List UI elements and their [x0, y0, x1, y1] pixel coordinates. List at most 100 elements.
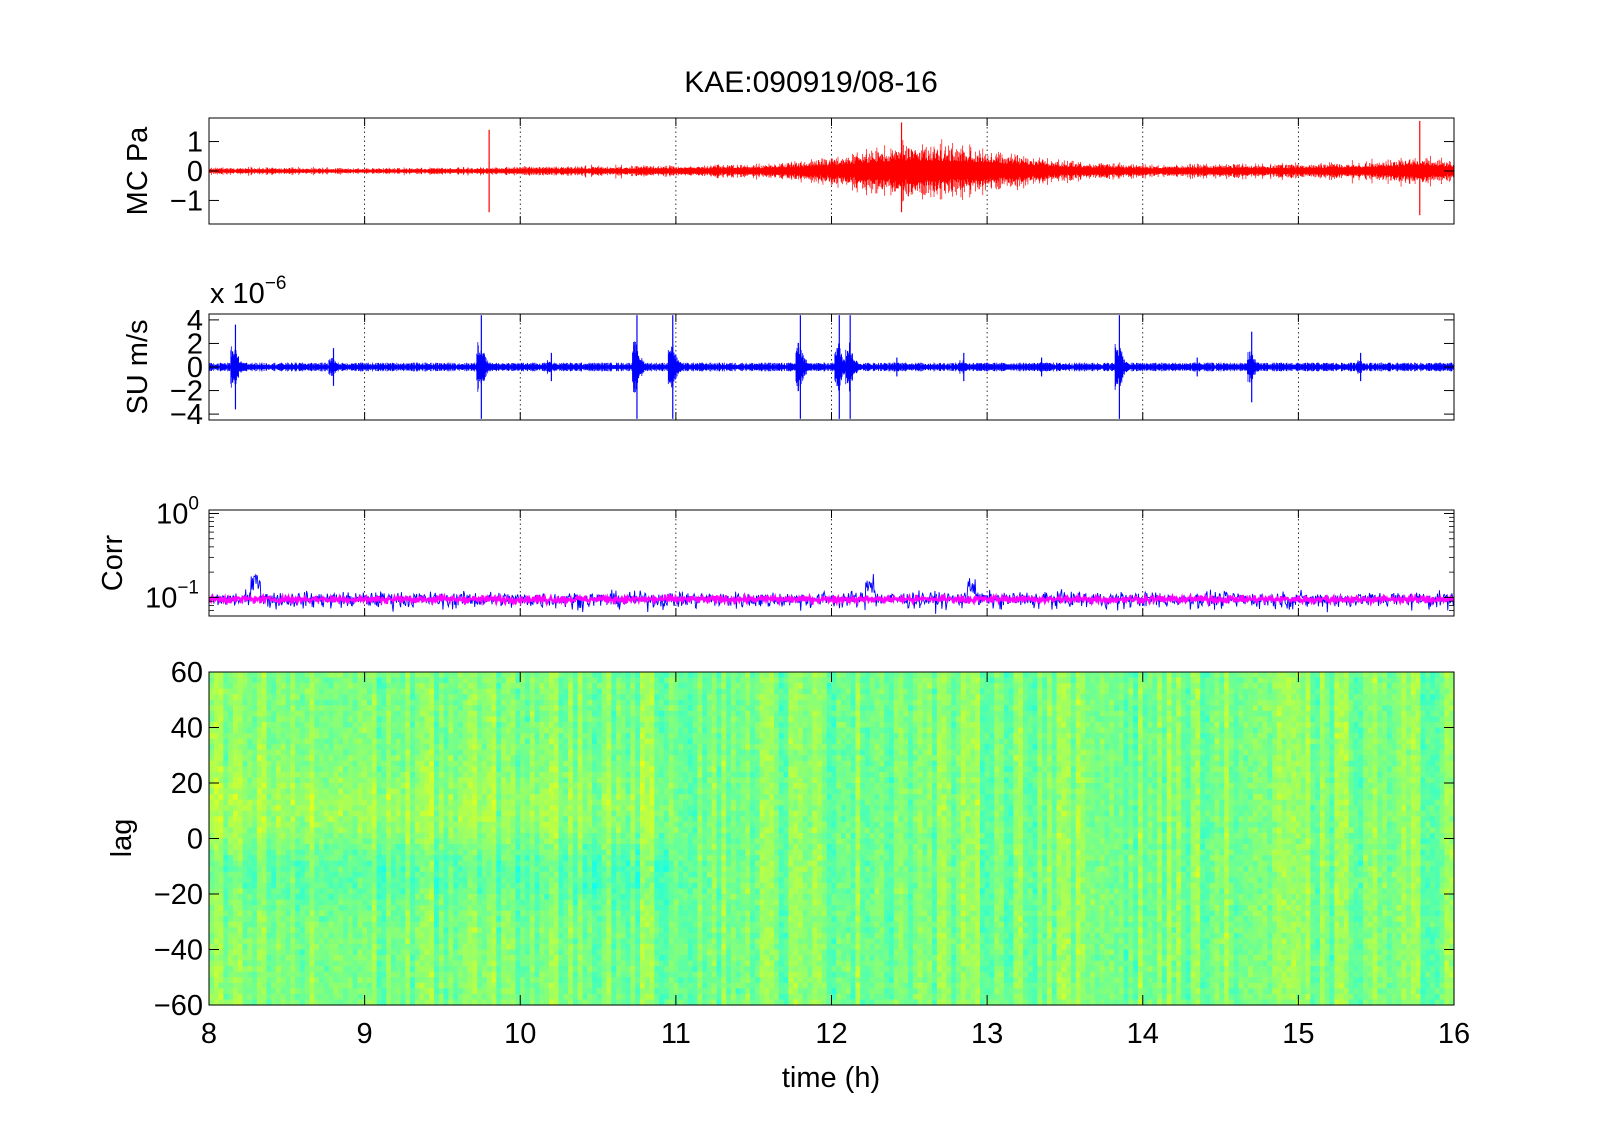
heatmap-cell	[362, 744, 368, 751]
heatmap-cell	[539, 816, 545, 823]
heatmap-cell	[529, 688, 536, 695]
heatmap-cell	[209, 705, 215, 712]
heatmap-cell	[295, 771, 301, 779]
heatmap-cell	[237, 960, 244, 967]
heatmap-cell	[496, 744, 502, 751]
heatmap-cell	[256, 832, 263, 840]
heatmap-cell	[558, 955, 564, 962]
heatmap-cell	[271, 982, 277, 989]
heatmap-cell	[558, 816, 564, 823]
heatmap-cell	[209, 810, 215, 817]
heatmap-cell	[539, 971, 545, 978]
heatmap-cell	[472, 932, 478, 939]
heatmap-cell	[352, 721, 359, 729]
heatmap-cell	[362, 694, 368, 701]
heatmap-cell	[410, 977, 416, 984]
heatmap-cell	[266, 788, 272, 795]
heatmap-cell	[577, 816, 584, 823]
heatmap-cell	[362, 932, 368, 939]
heatmap-cell	[237, 977, 244, 984]
heatmap-cell	[563, 955, 569, 962]
heatmap-cell	[256, 821, 263, 828]
heatmap-cell	[587, 788, 593, 795]
heatmap-cell	[486, 694, 493, 701]
heatmap-cell	[520, 805, 526, 812]
heatmap-cell	[520, 766, 526, 773]
heatmap-cell	[525, 938, 531, 945]
heatmap-cell	[448, 960, 454, 967]
heatmap-cell	[347, 905, 354, 912]
heatmap-cell	[544, 860, 550, 867]
heatmap-cell	[371, 844, 378, 851]
heatmap-cell	[223, 899, 229, 906]
heatmap-cell	[367, 955, 373, 962]
heatmap-cell	[534, 694, 541, 701]
heatmap-cell	[276, 855, 282, 862]
heatmap-cell	[247, 877, 253, 884]
heatmap-cell	[582, 860, 588, 867]
heatmap-cell	[568, 733, 574, 740]
heatmap-cell	[572, 855, 579, 862]
heatmap-cell	[587, 805, 593, 812]
heatmap-cell	[424, 710, 430, 717]
heatmap-cell	[510, 827, 517, 834]
heatmap-cell	[280, 733, 287, 740]
heatmap-cell	[338, 966, 344, 973]
heatmap-cell	[520, 899, 526, 906]
heatmap-cell	[376, 744, 382, 751]
heatmap-cell	[577, 805, 584, 812]
heatmap-cell	[218, 949, 224, 956]
heatmap-cell	[266, 955, 272, 962]
heatmap-cell	[232, 788, 239, 795]
heatmap-cell	[237, 927, 244, 934]
heatmap-cell	[443, 966, 450, 973]
heatmap-cell	[381, 988, 387, 995]
heatmap-cell	[414, 982, 421, 989]
heatmap-cell	[539, 993, 545, 1001]
heatmap-cell	[223, 871, 229, 878]
heatmap-cell	[352, 699, 359, 706]
heatmap-cell	[352, 760, 359, 767]
heatmap-cell	[276, 993, 282, 1001]
corr-series-smoothed	[208, 591, 1455, 608]
heatmap-cell	[242, 683, 248, 690]
heatmap-cell	[228, 721, 234, 729]
heatmap-cell	[218, 993, 224, 1001]
heatmap-cell	[582, 982, 588, 989]
heatmap-cell	[424, 871, 430, 878]
heatmap-cell	[295, 694, 301, 701]
heatmap-cell	[242, 844, 248, 851]
heatmap-cell	[453, 871, 459, 878]
heatmap-cell	[529, 838, 536, 845]
heatmap-cell	[256, 827, 263, 834]
heatmap-cell	[314, 894, 320, 901]
heatmap-cell	[247, 727, 253, 734]
heatmap-cell	[592, 688, 598, 695]
heatmap-cell	[381, 832, 387, 840]
heatmap-cell	[323, 982, 330, 989]
heatmap-cell	[592, 694, 598, 701]
heatmap-cell	[563, 794, 569, 801]
heatmap-cell	[314, 871, 320, 878]
heatmap-cell	[352, 733, 359, 740]
heatmap-cell	[496, 755, 502, 762]
heatmap-cell	[501, 955, 507, 962]
heatmap-cell	[434, 749, 440, 756]
heatmap-cell	[496, 777, 502, 784]
heatmap-cell	[285, 788, 292, 795]
heatmap-cell	[295, 677, 301, 684]
heatmap-cell	[448, 877, 454, 884]
heatmap-cell	[309, 932, 315, 939]
heatmap-cell	[486, 760, 493, 767]
heatmap-cell	[525, 705, 531, 712]
heatmap-cell	[209, 783, 215, 790]
heatmap-cell	[232, 899, 239, 906]
heatmap-cell	[486, 810, 493, 817]
heatmap-cell	[424, 816, 430, 823]
heatmap-cell	[381, 721, 387, 729]
heatmap-cell	[367, 943, 373, 951]
heatmap-cell	[256, 727, 263, 734]
heatmap-cell	[525, 805, 531, 812]
heatmap-cell	[247, 771, 253, 779]
heatmap-cell	[577, 755, 584, 762]
